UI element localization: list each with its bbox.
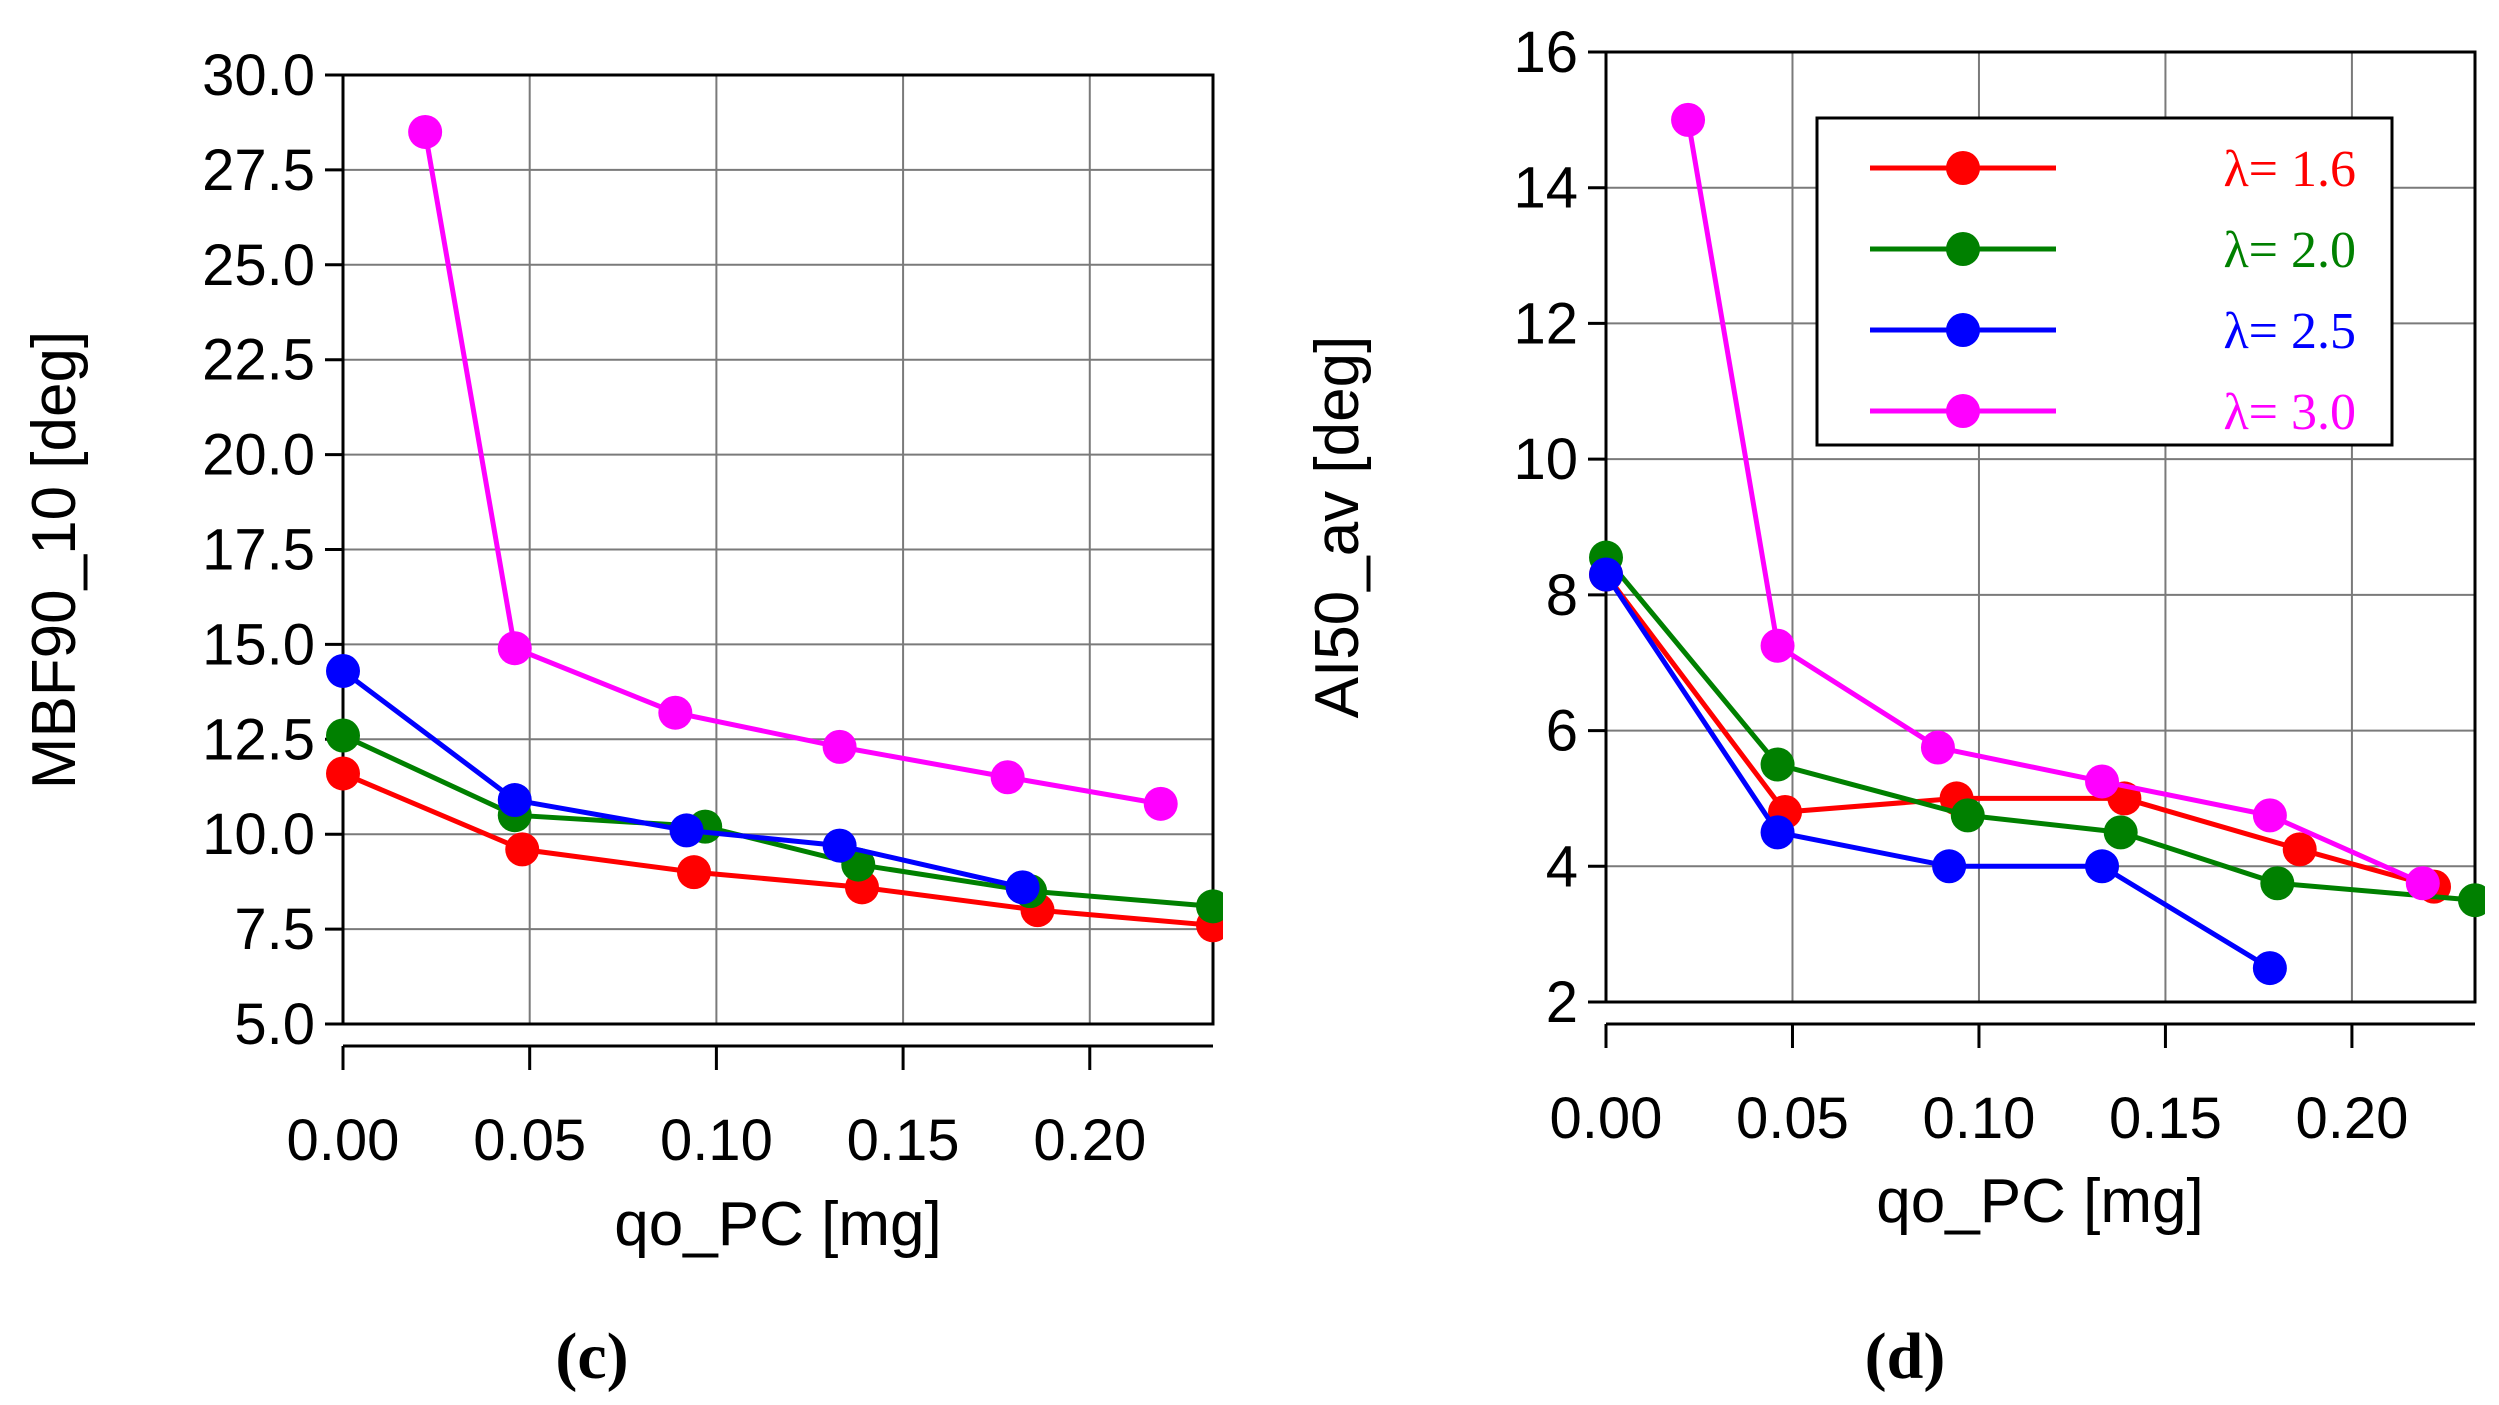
legend: λ= 1.6 λ= 2.0 λ= 2.5 λ= 3.0 (1815, 116, 2394, 447)
series-line (342, 771, 1214, 928)
x-tick-label: 0.10 (1923, 1086, 2036, 1151)
data-point (2282, 832, 2317, 867)
data-point (2260, 866, 2295, 901)
data-point (2405, 866, 2440, 901)
data-point (326, 653, 360, 688)
data-point (1932, 849, 1967, 884)
data-point (1005, 870, 1040, 905)
data-point (326, 756, 360, 791)
data-point (1671, 102, 1706, 137)
chart-panel-1: 2 4 6 8 10 12 14 16 0.00 0.05 0.10 0.15 0.20 qo_PC [m… (1303, 20, 2485, 1393)
y-tick-label: 14 (1513, 156, 1578, 221)
data-point (1589, 557, 1623, 592)
data-point (2085, 764, 2120, 799)
data-point (1950, 798, 1985, 833)
data-point (505, 832, 540, 867)
x-tick-label: 0.10 (660, 1108, 773, 1173)
y-tick-label: 12.5 (202, 707, 315, 772)
y-tick-label: 6 (1546, 699, 1578, 764)
data-point (1920, 730, 1955, 765)
y-tick-label: 8 (1546, 563, 1578, 628)
x-tick-label: 0.00 (1550, 1086, 1663, 1151)
y-tick-label: 5.0 (234, 992, 315, 1057)
data-point (822, 828, 857, 863)
legend-label: λ= 1.6 (2223, 141, 2356, 198)
data-point (658, 695, 693, 730)
legend-label: λ= 3.0 (2223, 384, 2356, 441)
data-point (669, 813, 704, 848)
data-point (497, 631, 532, 666)
data-point (408, 114, 443, 149)
data-point (1196, 889, 1223, 924)
y-tick-label: 17.5 (202, 518, 315, 583)
y-tick-label: 2 (1546, 970, 1578, 1035)
series-line (1604, 572, 2435, 890)
y-axis-title: AI50_av [deg] (1303, 336, 1372, 719)
x-tick-label: 0.05 (1736, 1086, 1849, 1151)
y-tick-label: 16 (1513, 20, 1578, 85)
series-line (1685, 119, 2424, 886)
data-point (990, 760, 1025, 795)
legend-label: λ= 2.5 (2223, 303, 2356, 360)
panel-label: (d) (1865, 1320, 1946, 1393)
legend-marker (1946, 313, 1980, 347)
series-line (422, 131, 1162, 807)
x-tick-label: 0.15 (2109, 1086, 2222, 1151)
series-2 (326, 653, 1040, 905)
series-0 (326, 756, 1223, 943)
y-tick-label: 7.5 (234, 897, 315, 962)
legend-marker (1946, 394, 1980, 428)
y-tick-label: 27.5 (202, 138, 315, 203)
x-tick-label: 0.05 (473, 1108, 586, 1173)
y-tick-label: 22.5 (202, 328, 315, 393)
y-tick-label: 4 (1546, 834, 1578, 899)
series-3 (408, 114, 1178, 821)
y-tick-label: 10 (1513, 427, 1578, 492)
plot-frame (1604, 50, 2477, 1004)
data-point (2085, 849, 2120, 884)
x-tick-label: 0.20 (1033, 1108, 1146, 1173)
data-point (822, 729, 857, 764)
series-line (341, 733, 1214, 909)
legend-marker (1946, 232, 1980, 266)
x-axis-title: qo_PC [mg] (614, 1190, 941, 1259)
data-point (2458, 883, 2485, 918)
series-2 (1589, 557, 2287, 986)
series-line (1604, 555, 2476, 903)
y-tick-label: 25.0 (202, 233, 315, 298)
y-tick-label: 10.0 (202, 802, 315, 867)
data-point (497, 783, 532, 818)
legend-marker (1946, 151, 1980, 185)
x-axis-title: qo_PC [mg] (1876, 1167, 2203, 1236)
legend-box (1815, 116, 2394, 447)
data-point (326, 718, 360, 753)
chart-panel-0: 5.0 7.5 10.0 12.5 15.0 17.5 20.0 22.5 25.0 27.5 30… (20, 43, 1223, 1393)
legend-label: λ= 2.0 (2223, 222, 2356, 279)
data-point (1760, 747, 1795, 782)
y-tick-label: 15.0 (202, 612, 315, 677)
data-point (1760, 815, 1795, 850)
x-tick-label: 0.00 (287, 1108, 400, 1173)
data-point (2252, 951, 2287, 986)
x-tick-label: 0.20 (2295, 1086, 2408, 1151)
series-3 (1671, 102, 2440, 901)
data-point (2103, 815, 2138, 850)
data-point (676, 855, 711, 890)
data-point (1143, 786, 1178, 821)
data-point (2252, 798, 2287, 833)
series-1 (326, 718, 1223, 924)
y-axis-title: MBF90_10 [deg] (20, 331, 89, 789)
x-tick-label: 0.15 (847, 1108, 960, 1173)
y-tick-label: 12 (1513, 291, 1578, 356)
series-line (1603, 573, 2272, 971)
panel-label: (c) (555, 1320, 628, 1393)
y-tick-label: 20.0 (202, 423, 315, 488)
data-point (1760, 628, 1795, 663)
y-tick-label: 30.0 (202, 43, 315, 108)
